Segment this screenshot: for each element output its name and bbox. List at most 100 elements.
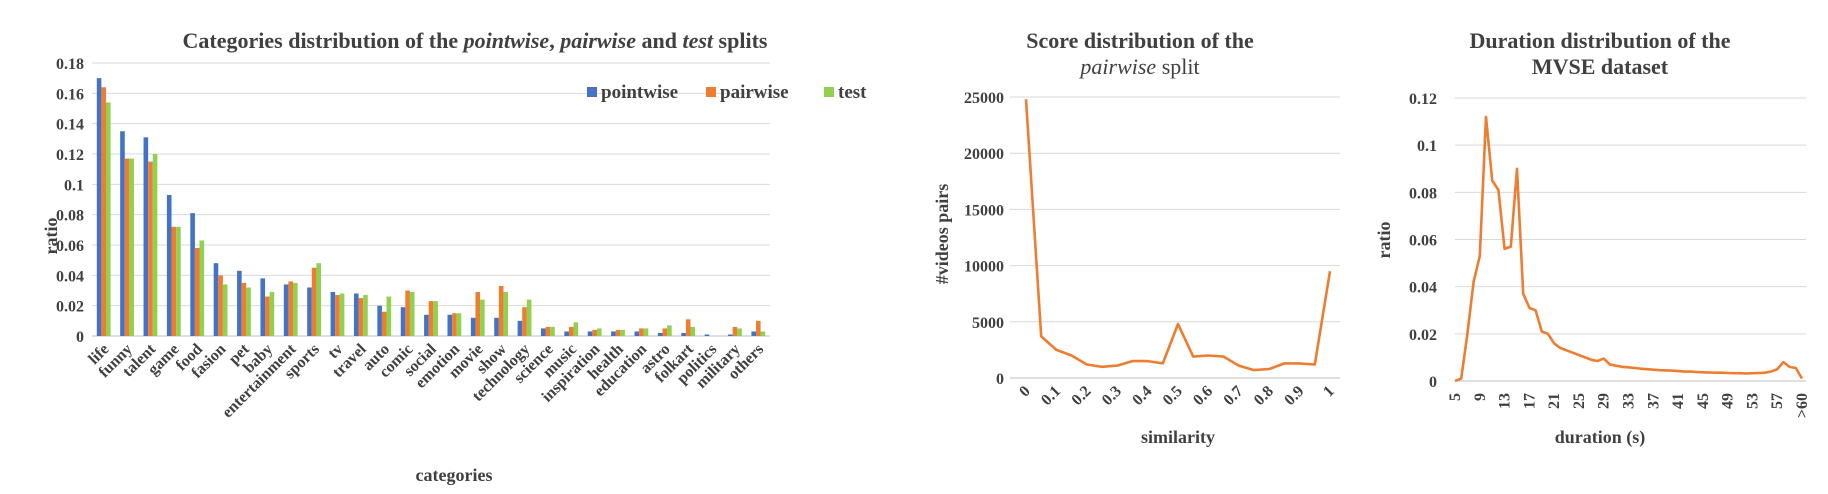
bar-pointwise-science [540,328,546,336]
bar-test-health [620,329,625,336]
bar-pointwise-show [494,317,499,336]
chart3-x-tick-label: 33 [1621,393,1638,409]
chart2-x-tick-label: 0.1 [1038,383,1064,409]
chart3-y-tick-label: 0.12 [1409,91,1437,108]
chart2-y-tick-label: 5000 [972,315,1004,332]
chart3-x-tick-label: 45 [1695,393,1712,409]
chart2-title-line2: pairwise split [1078,54,1199,79]
chart2-series-line [1024,99,1332,372]
bar-test-travel [363,295,368,336]
bar-pairwise-military [732,326,738,336]
chart1-y-tick-label: 0.1 [64,177,84,194]
bar-test-entertainment [293,282,298,336]
bar-pointwise-comic [400,307,406,336]
bar-test-auto [386,296,392,336]
bar-pointwise-food [190,213,195,336]
bar-test-life [105,102,111,336]
bar-test-technology [526,299,532,336]
bar-test-inspiration [596,328,602,336]
chart3-y-tick-label: 0.06 [1409,233,1437,250]
chart1-y-tick-label: 0.16 [56,86,84,103]
score-distribution-chart: Score distribution of the pairwise split… [932,28,1340,447]
chart3-x-tick-label: 29 [1596,393,1613,409]
bar-pairwise-pet [241,282,247,336]
chart2-x-tick-label: 0.8 [1251,383,1277,409]
chart2-y-tick-label: 10000 [964,259,1004,276]
chart3-y-tick-label: 0.1 [1417,138,1437,155]
bar-pairwise-talent [148,161,153,336]
chart2-y-axis-label: #videos pairs [932,184,952,285]
bar-test-education [643,328,649,336]
chart1-title-part: and [636,28,682,53]
bar-pairwise-entertainment [288,281,294,336]
chart3-x-tick-label: 9 [1472,393,1489,401]
bar-pairwise-social [428,301,434,336]
bar-test-baby [269,292,275,336]
chart1-title-part: splits [713,28,768,53]
chart1-y-tick-label: 0.06 [56,238,84,255]
bar-pairwise-emotion [452,313,457,336]
bar-pointwise-social [424,314,429,336]
chart1-y-axis-label: ratio [41,218,61,255]
legend-label-pairwise: pairwise [720,82,789,103]
bar-pointwise-talent [143,137,149,336]
chart2-y-tick-label: 15000 [964,202,1004,219]
chart1-title-part: pointwise [462,28,550,53]
bar-pointwise-astro [657,332,663,336]
bar-test-science [550,326,555,336]
bar-pointwise-politics [704,334,710,336]
chart3-y-axis-label: ratio [1374,222,1394,259]
bar-pairwise-fasion [218,275,223,336]
chart3-x-tick-label: 49 [1720,393,1737,409]
bar-pointwise-baby [260,278,266,336]
chart1-y-tick-label: 0.08 [56,208,84,225]
legend-swatch-pairwise [706,87,716,97]
chart1-y-tick-label: 0.14 [56,117,84,134]
bar-pointwise-health [611,331,616,336]
legend-swatch-test [824,87,834,97]
chart3-y-tick-label: 0.04 [1409,280,1437,297]
chart3-title-line2: MVSE dataset [1532,54,1669,79]
bar-pairwise-show [498,285,504,336]
bar-pointwise-others [751,331,757,336]
bar-pairwise-comic [405,290,410,336]
bar-test-military [737,328,742,336]
chart1-title-part: pairwise [558,28,636,53]
chart3-x-tick-label: >60 [1794,393,1811,418]
bar-pairwise-food [194,248,200,336]
chart2-x-tick-label: 0.7 [1220,383,1246,409]
bar-test-sports [316,263,322,336]
bar-test-show [503,292,509,336]
bar-pointwise-military [728,334,733,336]
chart3-x-tick-label: 13 [1497,393,1514,409]
bar-pointwise-movie [470,317,476,336]
bar-pointwise-education [634,331,640,336]
chart3-y-tick-label: 0.08 [1409,185,1437,202]
bar-pairwise-life [101,87,106,337]
chart3-series-line [1454,115,1804,383]
bar-pairwise-game [171,226,177,336]
bar-pairwise-movie [475,292,481,336]
chart3-x-tick-label: 17 [1521,393,1538,409]
chart3-x-tick-label: 41 [1670,393,1687,409]
chart1-y-tick-label: 0.12 [56,147,84,164]
bar-pointwise-fasion [213,263,219,336]
bar-pointwise-life [96,78,102,337]
bar-pairwise-astro [662,328,668,336]
chart3-x-tick-label: 21 [1546,393,1563,409]
chart2-x-tick-label: 0.4 [1129,383,1155,409]
legend-label-test: test [838,82,867,103]
bar-pairwise-health [615,329,621,336]
chart2-x-axis-label: similarity [1141,427,1215,447]
chart3-x-tick-label: 37 [1645,393,1662,409]
bar-pointwise-auto [377,305,382,336]
chart3-x-tick-label: 57 [1769,393,1786,409]
chart2-title-part: pairwise [1078,54,1156,79]
bar-pointwise-sports [307,287,312,336]
bar-pointwise-folkart [681,332,686,336]
chart2-x-tick-label: 1 [1320,383,1338,401]
bar-pairwise-baby [265,296,270,336]
chart2-x-tick-label: 0 [1016,383,1034,401]
chart3-x-tick-label: 53 [1744,393,1761,409]
chart1-y-tick-label: 0.04 [56,268,84,285]
